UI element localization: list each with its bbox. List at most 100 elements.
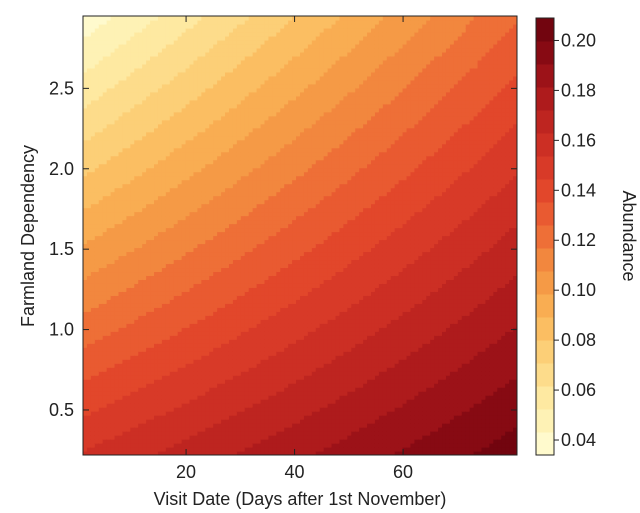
contour-cell [221, 111, 226, 117]
contour-cell [201, 167, 206, 173]
contour-cell [118, 75, 124, 81]
contour-cell [161, 163, 167, 169]
contour-cell [173, 307, 179, 312]
contour-cell [138, 431, 143, 436]
contour-cell [193, 287, 199, 292]
contour-cell [122, 31, 127, 37]
contour-cell [209, 167, 214, 173]
contour-cell [197, 51, 202, 57]
contour-cell [256, 275, 262, 280]
contour-cell [169, 139, 175, 145]
contour-cell [173, 27, 179, 33]
contour-cell [126, 95, 131, 101]
contour-cell [213, 211, 218, 217]
contour-cell [118, 207, 124, 213]
contour-cell [130, 223, 135, 229]
contour-cell [157, 211, 163, 217]
contour-cell [213, 399, 218, 404]
contour-cell [244, 115, 250, 121]
contour-cell [240, 427, 246, 432]
contour-cell [244, 19, 250, 25]
contour-cell [169, 203, 175, 209]
contour-cell [201, 147, 206, 153]
contour-cell [213, 195, 218, 201]
contour-cell [189, 175, 195, 181]
contour-cell [173, 223, 179, 229]
contour-cell [154, 67, 159, 73]
contour-cell [130, 375, 135, 380]
contour-cell [146, 391, 151, 396]
contour-cell [232, 159, 238, 165]
contour-cell [154, 159, 159, 165]
contour-cell [106, 263, 112, 269]
contour-cell [142, 347, 147, 352]
contour-cell [193, 99, 199, 105]
contour-cell [217, 339, 222, 344]
contour-cell [138, 267, 143, 273]
contour-cell [252, 331, 258, 336]
contour-cell [150, 31, 155, 37]
contour-cell [110, 51, 116, 57]
contour-cell [126, 199, 131, 205]
contour-cell [130, 35, 135, 41]
contour-cell [169, 71, 175, 77]
contour-cell [161, 431, 167, 436]
contour-cell [130, 271, 135, 277]
contour-cell [221, 127, 226, 133]
contour-cell [213, 427, 218, 432]
contour-cell [142, 243, 147, 249]
contour-cell [181, 87, 187, 93]
contour-cell [256, 99, 262, 105]
contour-cell [252, 267, 258, 273]
contour-cell [177, 243, 183, 249]
contour-cell [217, 19, 222, 25]
contour-cell [138, 391, 143, 396]
contour-cell [173, 363, 179, 368]
contour-cell [173, 191, 179, 197]
contour-cell [134, 55, 139, 61]
contour-cell [169, 87, 175, 93]
contour-cell [240, 179, 246, 185]
contour-cell [130, 175, 135, 181]
contour-cell [86, 299, 92, 304]
contour-cell [197, 99, 202, 105]
contour-cell [142, 311, 147, 316]
contour-cell [232, 55, 238, 61]
contour-cell [209, 131, 214, 137]
contour-cell [209, 227, 214, 233]
contour-cell [165, 123, 171, 129]
contour-cell [98, 107, 104, 113]
contour-cell [236, 151, 242, 157]
contour-cell [134, 263, 139, 269]
contour-cell [209, 435, 214, 440]
contour-cell [185, 407, 191, 412]
contour-cell [209, 127, 214, 133]
contour-cell [157, 55, 163, 61]
contour-cell [122, 191, 127, 197]
contour-cell [185, 107, 191, 113]
contour-cell [138, 343, 143, 348]
contour-cell [205, 435, 210, 440]
contour-cell [154, 295, 159, 300]
contour-cell [205, 151, 210, 157]
contour-cell [106, 119, 112, 125]
contour-cell [244, 155, 250, 161]
contour-cell [181, 99, 187, 105]
contour-cell [256, 367, 262, 372]
contour-cell [90, 147, 96, 153]
contour-cell [90, 127, 96, 133]
contour-cell [185, 131, 191, 137]
contour-cell [181, 35, 187, 41]
contour-cell [256, 183, 262, 189]
contour-cell [256, 427, 262, 432]
contour-cell [83, 443, 88, 448]
contour-cell [146, 379, 151, 384]
contour-cell [106, 99, 112, 105]
contour-cell [98, 391, 104, 396]
contour-cell [181, 355, 187, 360]
contour-cell [157, 415, 163, 420]
contour-cell [181, 331, 187, 336]
contour-cell [114, 95, 120, 101]
contour-cell [193, 35, 199, 41]
contour-cell [197, 155, 202, 161]
